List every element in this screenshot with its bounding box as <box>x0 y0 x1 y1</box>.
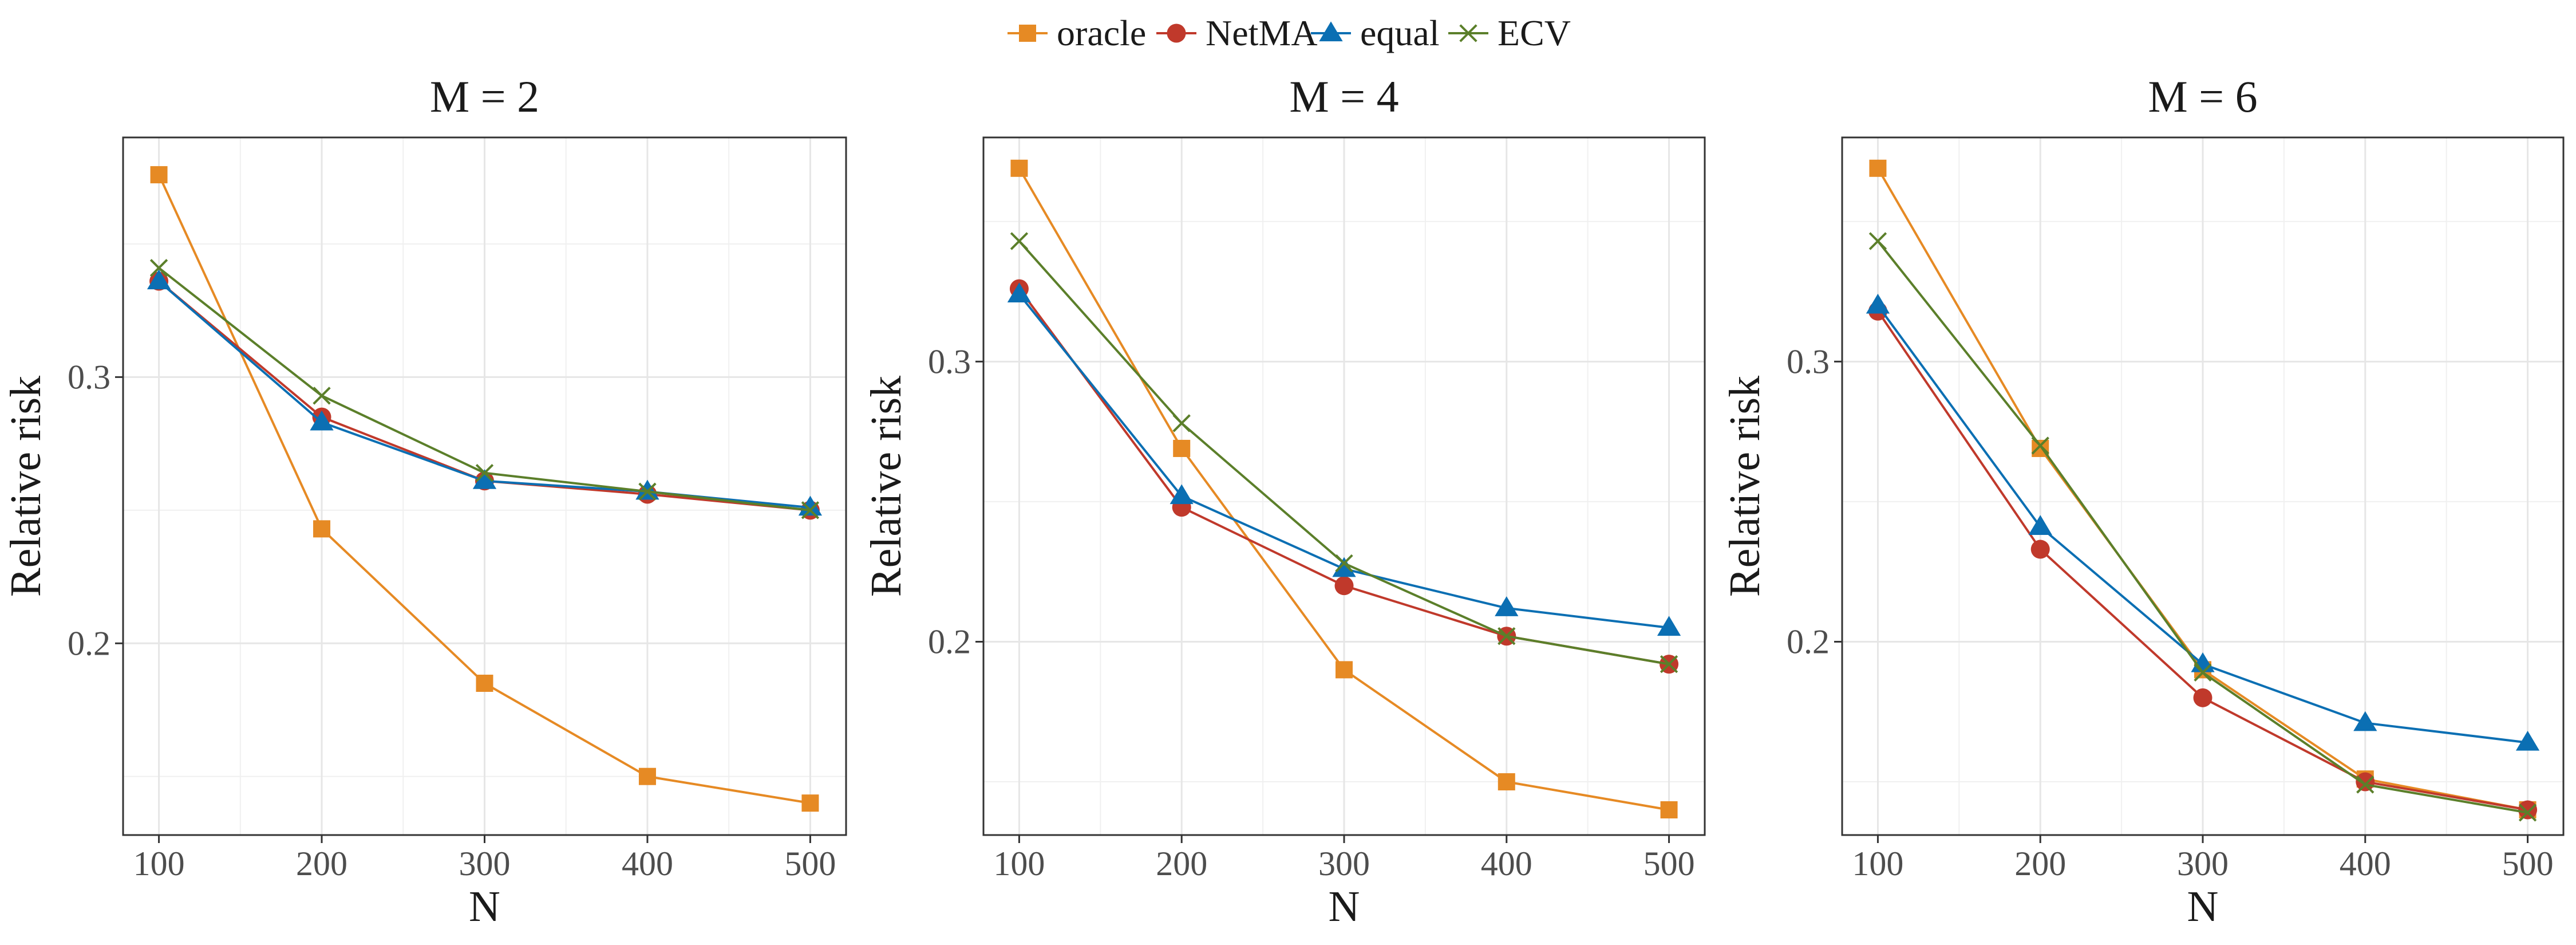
legend-label: oracle <box>1057 13 1146 53</box>
series-ecv <box>1010 232 1678 674</box>
legend-label: ECV <box>1498 13 1571 53</box>
panel-m6: 100 200 300 400 500 0.2 0.3 M = 6 N Relative risk <box>1721 72 2565 931</box>
legend-key-marker <box>1459 24 1477 42</box>
legend-item-ecv: ECV <box>1448 13 1571 53</box>
x-tick-label: 200 <box>2014 845 2066 883</box>
x-tick-label: 500 <box>2502 845 2554 883</box>
panel-m4: 100 200 300 400 500 0.2 0.3 M = 4 N Relative risk <box>862 72 1706 931</box>
data-point-equal <box>147 269 171 290</box>
y-tick-label: 0.3 <box>68 358 110 396</box>
x-tick-label: 400 <box>2340 845 2391 883</box>
data-point-oracle <box>1660 801 1678 818</box>
x-axis-title: N <box>1329 883 1360 931</box>
x-tick-label: 200 <box>1156 845 1207 883</box>
data-point-netma <box>2518 800 2538 820</box>
x-axis-title: N <box>469 883 500 931</box>
data-point-ecv <box>313 387 331 405</box>
data-point-equal <box>1866 293 1890 314</box>
data-point-ecv <box>1335 554 1353 573</box>
x-tick-label: 300 <box>2177 845 2229 883</box>
data-point-ecv <box>1172 414 1191 432</box>
series-ecv <box>149 259 820 519</box>
y-tick-label: 0.2 <box>928 623 971 660</box>
x-tick-label: 400 <box>622 845 673 883</box>
data-point-equal <box>1657 616 1681 636</box>
panel-m2: 100 200 300 400 500 0.2 0.3 M = 2 N Relative risk <box>2 72 847 931</box>
data-point-oracle <box>476 675 493 692</box>
data-point-oracle <box>313 520 331 538</box>
data-point-ecv <box>801 501 820 519</box>
data-point-ecv <box>2194 663 2212 682</box>
panel-title: M = 6 <box>2148 72 2257 121</box>
data-point-equal <box>1007 282 1032 302</box>
series-oracle <box>150 166 819 812</box>
data-point-equal <box>2515 730 2540 751</box>
data-point-netma <box>2030 540 2050 559</box>
x-tick-label: 300 <box>1318 845 1370 883</box>
legend-key-marker <box>1167 23 1186 43</box>
data-point-oracle <box>1498 773 1515 791</box>
data-point-equal <box>472 469 497 489</box>
data-point-oracle <box>1336 661 1353 679</box>
legend-key-marker <box>1019 25 1036 42</box>
legend-label: NetMA <box>1206 13 1318 53</box>
data-point-equal <box>1170 484 1194 505</box>
data-point-oracle <box>638 767 656 785</box>
data-point-equal <box>310 410 334 431</box>
y-tick-label: 0.2 <box>1787 623 1830 660</box>
legend-key-marker <box>1319 21 1343 42</box>
y-axis-title: Relative risk <box>1721 376 1769 597</box>
legend-label: equal <box>1360 13 1440 53</box>
data-point-ecv <box>1498 627 1516 645</box>
legend-item-equal: equal <box>1311 13 1440 53</box>
y-axis-title: Relative risk <box>2 376 50 597</box>
series-oracle <box>1010 159 1678 818</box>
data-point-ecv <box>2031 436 2049 455</box>
data-point-oracle <box>801 794 819 812</box>
legend-item-netma: NetMA <box>1156 13 1318 53</box>
x-tick-label: 300 <box>459 845 511 883</box>
x-tick-label: 100 <box>133 845 185 883</box>
series-equal <box>1007 282 1681 636</box>
data-point-ecv <box>638 482 657 501</box>
data-point-ecv <box>1660 655 1678 674</box>
series-netma <box>1868 301 2538 820</box>
data-point-oracle <box>150 166 168 184</box>
data-point-oracle <box>1869 159 1887 177</box>
x-tick-label: 200 <box>296 845 347 883</box>
series-ecv <box>1868 232 2537 822</box>
x-axis-title: N <box>2187 883 2219 931</box>
panel-title: M = 2 <box>430 72 539 121</box>
data-point-netma <box>2356 772 2375 792</box>
data-point-ecv <box>1868 232 1887 250</box>
data-point-equal <box>1332 557 1356 577</box>
x-tick-label: 100 <box>1852 845 1903 883</box>
data-point-ecv <box>2518 804 2537 822</box>
chart-legend: oracle NetMA equal ECV <box>1008 13 1571 53</box>
data-point-equal <box>2353 711 2377 731</box>
data-point-netma <box>2193 688 2212 707</box>
y-tick-label: 0.3 <box>1787 342 1830 380</box>
data-point-equal <box>635 479 659 500</box>
x-tick-label: 500 <box>1643 845 1695 883</box>
y-tick-label: 0.2 <box>68 624 110 662</box>
y-axis-title: Relative risk <box>862 376 910 597</box>
panel-title: M = 4 <box>1289 72 1398 121</box>
data-point-oracle <box>1010 159 1028 177</box>
x-tick-label: 400 <box>1481 845 1532 883</box>
x-tick-label: 100 <box>993 845 1045 883</box>
data-point-ecv <box>149 259 168 277</box>
legend-item-oracle: oracle <box>1008 13 1146 53</box>
data-point-ecv <box>1010 232 1029 250</box>
data-point-equal <box>1495 596 1519 616</box>
data-point-ecv <box>2356 775 2374 794</box>
x-tick-label: 500 <box>784 845 836 883</box>
data-point-equal <box>2028 515 2052 535</box>
data-point-oracle <box>1173 439 1191 457</box>
y-tick-label: 0.3 <box>928 342 971 380</box>
data-point-ecv <box>475 464 494 482</box>
data-point-netma <box>1334 576 1354 596</box>
